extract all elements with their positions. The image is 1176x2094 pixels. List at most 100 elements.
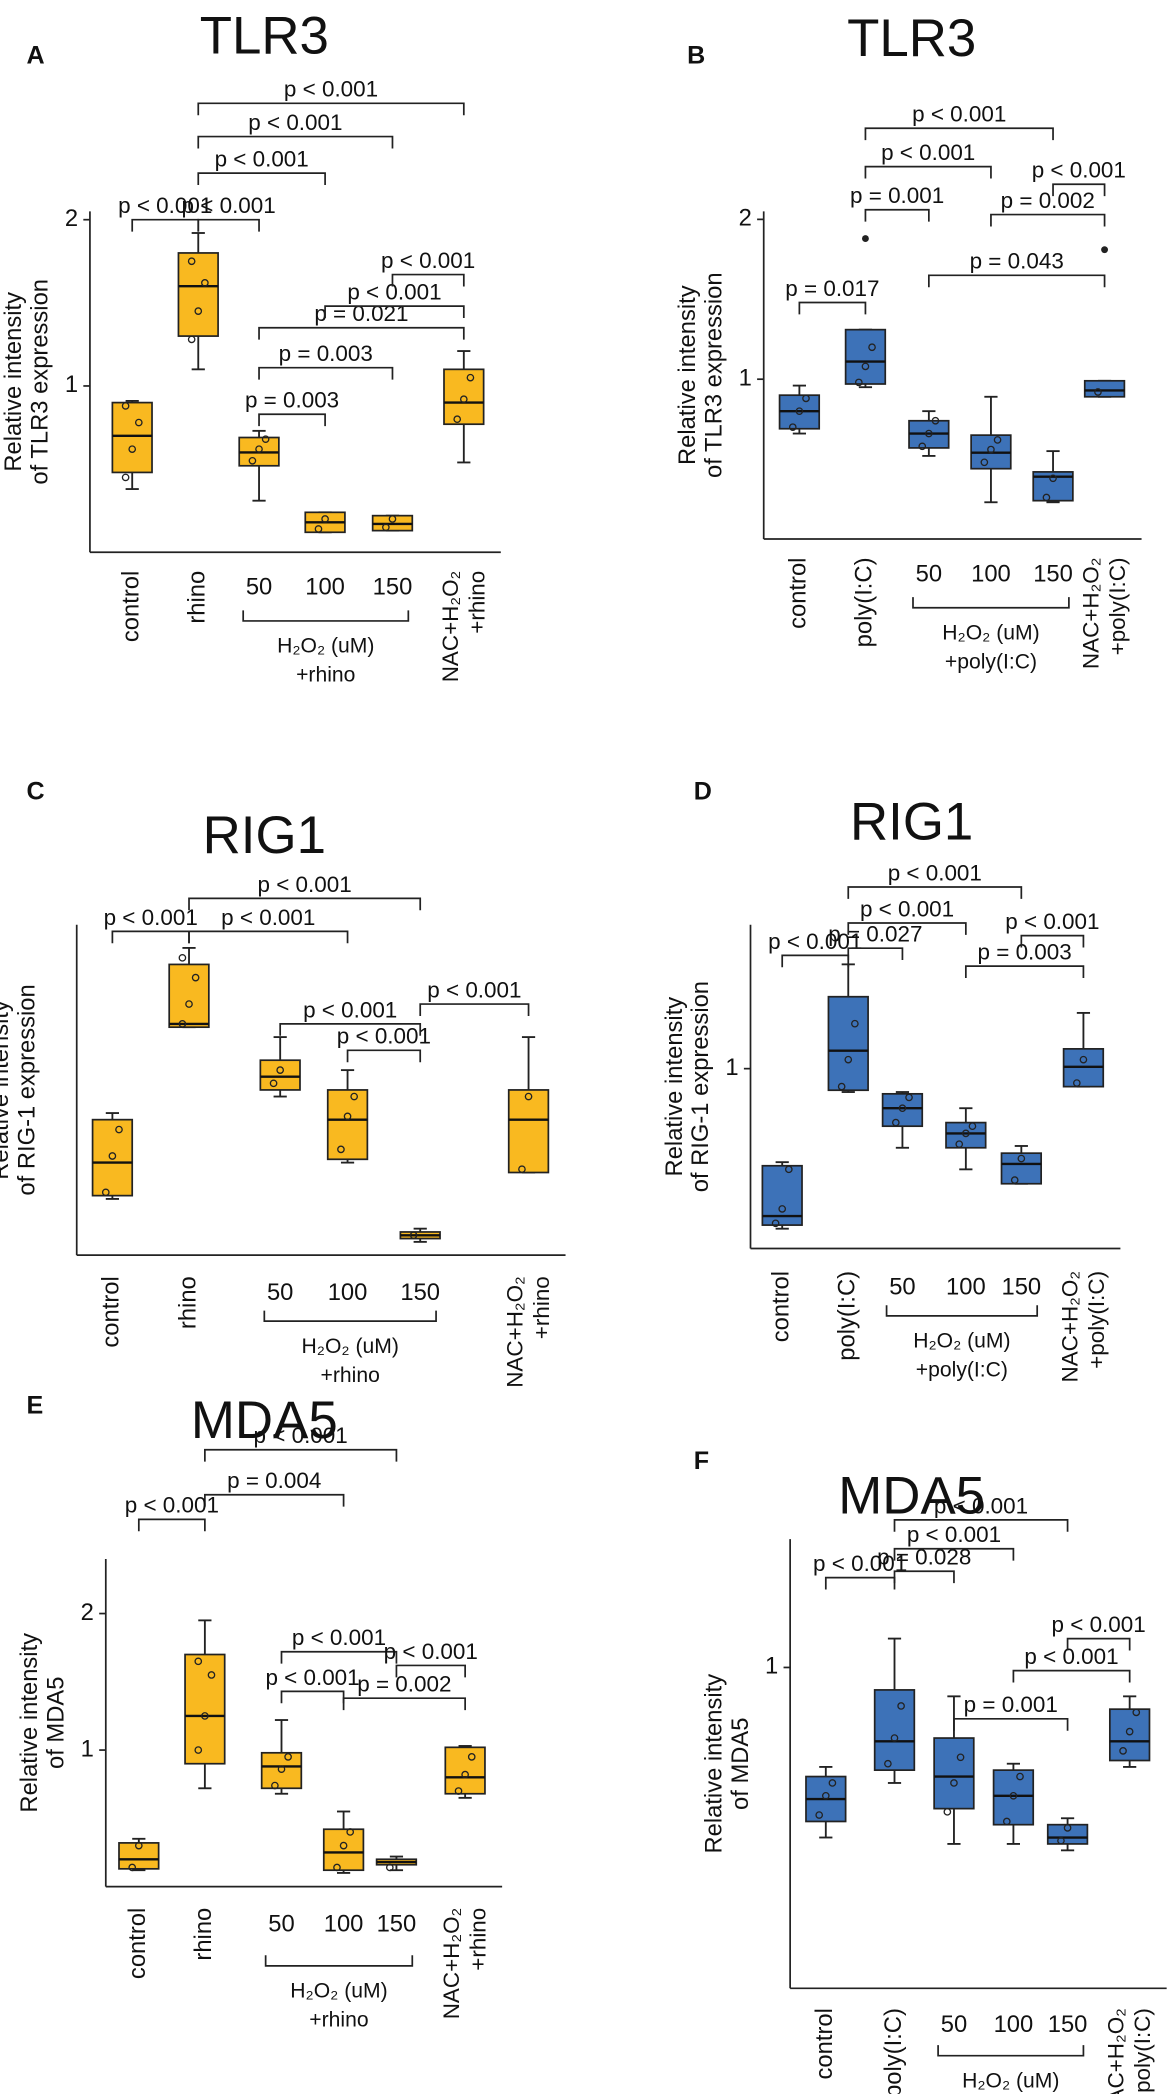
x-tick-label: 100: [994, 2011, 1034, 2038]
x-tick-label: NAC+H₂O₂: [438, 571, 463, 683]
data-point: [314, 525, 323, 533]
x-tick-label: control: [785, 558, 812, 629]
data-point: [201, 1712, 209, 1720]
p-value-label: p < 0.001: [303, 997, 397, 1022]
data-point: [466, 373, 475, 382]
box: [259, 1059, 301, 1091]
significance-bracket: [864, 127, 1054, 141]
y-axis-label: of RIG-1 expression: [13, 984, 40, 1195]
p-value-label: p < 0.001: [265, 1665, 359, 1690]
significance-bracket: [893, 1519, 1069, 1532]
x-tick-label: 50: [268, 1911, 294, 1938]
box: [945, 1121, 987, 1149]
box: [507, 1089, 550, 1174]
p-value-label: p < 0.001: [125, 1493, 219, 1518]
data-point: [968, 1122, 977, 1131]
x-tick-label: NAC+H₂O₂: [503, 1276, 528, 1388]
y-tick-label: 1: [725, 1054, 738, 1081]
x-tick-label: +rhino: [529, 1276, 554, 1339]
group-bracket: [885, 1305, 1039, 1317]
y-axis-label: Relative intensity: [674, 285, 701, 465]
data-point: [918, 442, 927, 451]
p-value-label: p = 0.027: [828, 922, 922, 947]
data-point: [1072, 1079, 1081, 1087]
box: [322, 1828, 365, 1872]
x-tick-label: control: [117, 571, 144, 642]
data-point: [248, 456, 257, 465]
data-point: [925, 429, 933, 438]
data-point: [337, 1145, 345, 1154]
p-value-label: p < 0.001: [1032, 158, 1126, 183]
y-axis-label: Relative intensity: [0, 1000, 14, 1180]
data-point: [1017, 1154, 1026, 1163]
data-point: [828, 1779, 837, 1787]
x-tick-label: poly(I:C): [834, 1271, 861, 1361]
y-axis-label: Relative intensity: [661, 997, 688, 1177]
x-tick-label: 150: [400, 1279, 440, 1306]
p-value-label: p = 0.003: [279, 341, 373, 366]
data-point: [1009, 1791, 1018, 1800]
y-axis-label: of MDA5: [43, 1677, 70, 1769]
p-value-label: p < 0.001: [215, 147, 309, 172]
p-value-label: p = 0.002: [1001, 188, 1095, 213]
y-axis-label: of TLR3 expression: [27, 279, 54, 485]
data-point: [333, 1863, 341, 1872]
significance-bracket: [188, 930, 349, 944]
x-tick-label: 150: [1002, 1274, 1042, 1301]
data-point: [388, 515, 397, 523]
p-value-label: p < 0.001: [1052, 1612, 1146, 1637]
x-tick-label: 150: [1033, 560, 1073, 587]
data-point: [1010, 1176, 1019, 1184]
significance-bracket: [419, 1003, 530, 1016]
significance-bracket: [847, 886, 1023, 899]
y-tick-label: 1: [739, 364, 752, 391]
significance-bracket: [990, 213, 1106, 227]
significance-bracket: [927, 274, 1106, 288]
data-point: [788, 423, 797, 431]
box: [326, 1089, 369, 1161]
x-tick-label: 50: [889, 1274, 915, 1301]
significance-bracket: [280, 1650, 398, 1664]
group-label: H₂O₂ (uM): [290, 1980, 387, 2003]
data-point: [255, 445, 263, 453]
x-tick-label: control: [811, 2008, 838, 2079]
p-value-label: p < 0.001: [248, 110, 342, 135]
data-point: [461, 1770, 469, 1779]
data-point: [987, 445, 995, 454]
data-point: [191, 973, 200, 982]
panel-letter: C: [27, 777, 45, 805]
x-tick-label: control: [98, 1276, 125, 1347]
group-label: +rhino: [296, 664, 355, 687]
outlier: [862, 235, 869, 242]
p-value-label: p < 0.001: [104, 905, 198, 930]
significance-bracket: [346, 1049, 422, 1063]
data-point: [321, 515, 329, 523]
data-point: [453, 415, 462, 424]
data-point: [339, 1841, 348, 1850]
significance-bracket: [964, 965, 1085, 979]
data-point: [956, 1753, 965, 1762]
significance-bracket: [824, 1576, 896, 1590]
data-point: [1063, 1824, 1072, 1832]
significance-bracket: [953, 1717, 1069, 1731]
data-point: [943, 1808, 952, 1816]
data-point: [261, 435, 270, 444]
p-value-label: p < 0.001: [118, 193, 212, 218]
x-tick-label: +rhino: [466, 1908, 491, 1971]
x-tick-label: 100: [946, 1274, 986, 1301]
data-point: [1119, 1747, 1127, 1755]
significance-bracket: [864, 208, 930, 222]
box: [1000, 1152, 1043, 1185]
group-label: H₂O₂ (uM): [913, 1330, 1010, 1353]
significance-bracket: [1020, 934, 1085, 948]
chart-title: MDA5: [191, 1391, 338, 1450]
p-value-label: p < 0.001: [347, 280, 441, 305]
data-point: [121, 402, 130, 410]
x-tick-label: 100: [324, 1911, 364, 1938]
significance-bracket: [197, 172, 326, 186]
significance-bracket: [781, 954, 850, 968]
panel-letter: A: [27, 41, 45, 69]
p-value-label: p < 0.001: [768, 929, 862, 954]
data-point: [884, 1759, 892, 1768]
